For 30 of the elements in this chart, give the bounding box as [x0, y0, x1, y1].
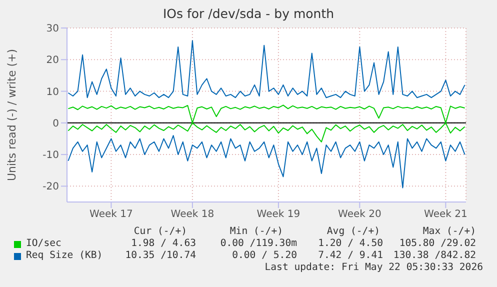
text: Max (-/+): [422, 226, 476, 237]
chart-title: IOs for /dev/sda - by month: [162, 6, 336, 21]
text: 1.98 / 4.63: [131, 238, 196, 249]
x-tick-label: Week 19: [256, 209, 300, 220]
text: Avg (-/+): [326, 226, 380, 237]
text: 105.80 /29.02: [399, 238, 476, 249]
text: 0.00 / 5.20: [232, 250, 297, 261]
y-tick-label: 0: [52, 118, 59, 130]
y-tick-label: 10: [46, 86, 59, 98]
text: Min (-/+): [230, 226, 283, 237]
x-tick-label: Week 17: [90, 209, 133, 220]
line-series: [68, 40, 466, 98]
text: 7.42 / 9.41: [318, 250, 383, 261]
text: Last update: Fri May 22 05:30:33 2026: [264, 262, 483, 273]
y-axis-title: Units read (-) / write (+): [6, 48, 18, 182]
x-tick-label: Week 18: [170, 209, 214, 220]
text: 1.20 / 4.50: [318, 238, 383, 249]
y-tick-label: -10: [42, 150, 59, 162]
text: 130.38 /842.82: [393, 250, 476, 261]
y-tick-label: 30: [46, 24, 59, 35]
text: Cur (-/+): [134, 226, 187, 237]
legend-label: IO/sec: [26, 238, 62, 249]
y-tick-label: 20: [46, 55, 59, 66]
text: 0.00 /119.30m: [220, 238, 297, 249]
legend-label: Req Size (KB): [26, 250, 103, 261]
x-tick-label: Week 20: [338, 209, 382, 220]
text: 10.35 /10.74: [125, 250, 196, 261]
y-tick-label: -20: [42, 182, 59, 193]
x-tick-label: Week 21: [424, 209, 468, 220]
line-series: [68, 135, 466, 188]
